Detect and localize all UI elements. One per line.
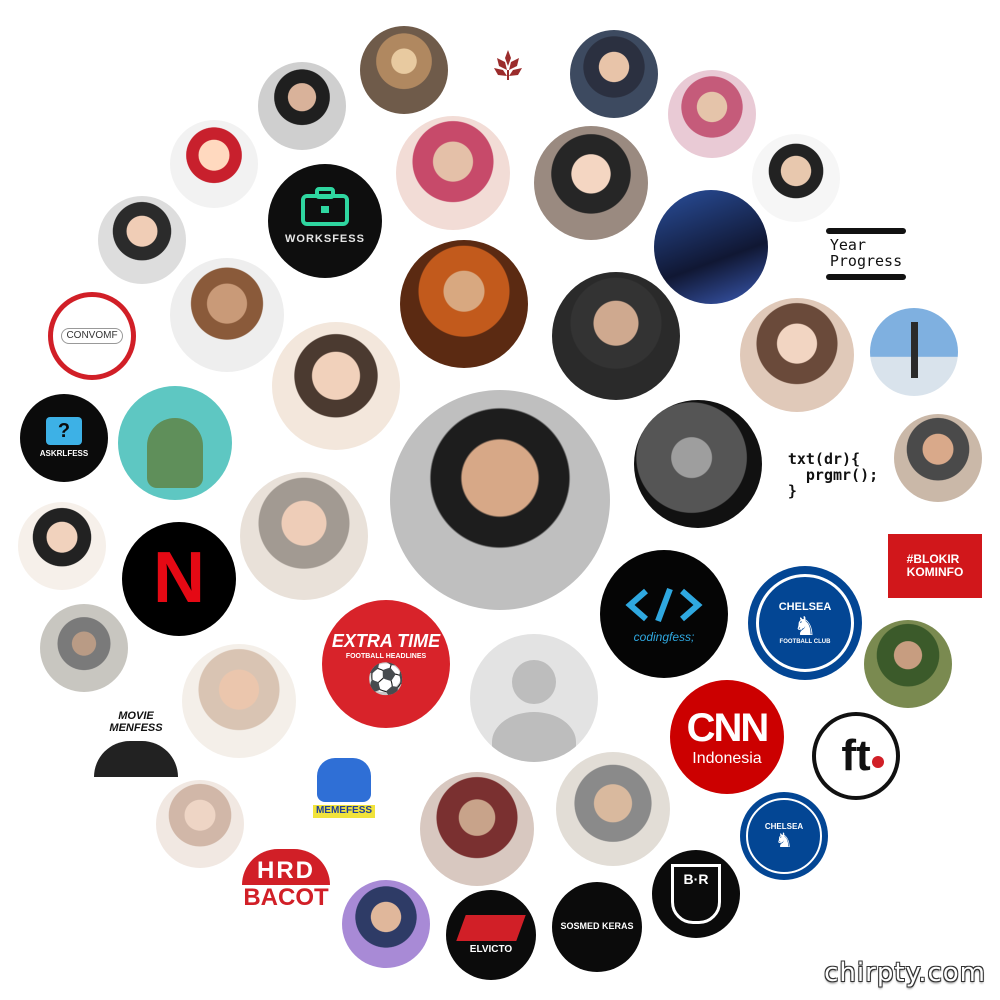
hrd-label: HRD: [257, 857, 315, 885]
avatar-man-red-shirt[interactable]: [170, 120, 258, 208]
chelsea-sub-label: FOOTBALL CLUB: [779, 639, 831, 645]
sosmed-keras-logo[interactable]: SOSMED KERAS: [552, 882, 642, 972]
hrd-sub-label: BACOT: [243, 884, 329, 912]
movie-menfess-label: MOVIE MENFESS: [109, 710, 163, 734]
coder-text-label: txt(dr){ prgmr(); }: [787, 450, 879, 500]
chelsea-small-label: CHELSEA: [764, 821, 804, 831]
br-label: B·R: [683, 871, 709, 887]
convomf-label: CONVOMF: [61, 327, 123, 345]
avatar-man-suit[interactable]: [570, 30, 658, 118]
avatar-hijab-girl[interactable]: [18, 502, 106, 590]
avatar-officer-fire[interactable]: [400, 240, 528, 368]
memefess-label: MEMEFESS: [312, 805, 376, 818]
avatar-girl-red[interactable]: [396, 116, 510, 230]
default-avatar[interactable]: [470, 634, 598, 762]
default-user-body: [492, 712, 576, 762]
memefess-logo[interactable]: MEMEFESS: [300, 740, 388, 836]
coder-text-logo[interactable]: txt(dr){ prgmr(); }: [774, 428, 892, 524]
chelsea-logo-small[interactable]: CHELSEA ♞: [740, 792, 828, 880]
cnn-sub-label: Indonesia: [692, 749, 762, 767]
avatar-man-glasses-blue[interactable]: [894, 414, 982, 502]
askrlfess-label: ASKRLFESS: [39, 449, 89, 459]
elvicto-logo[interactable]: ELVICTO: [446, 890, 536, 980]
avatar-hijab-pink[interactable]: [668, 70, 756, 158]
extra-time-label: EXTRA TIME: [331, 631, 441, 652]
film-reel-icon: [94, 740, 178, 777]
avatar-anime[interactable]: [654, 190, 768, 304]
avatar-man-dark[interactable]: [258, 62, 346, 150]
cnn-label: CNN: [686, 705, 770, 750]
avatar-man-glasses[interactable]: [752, 134, 840, 222]
avatar-man-purple[interactable]: [342, 880, 430, 968]
hrd-bacot-logo[interactable]: HRD BACOT: [240, 840, 332, 920]
avatar-girl-smile[interactable]: [556, 752, 670, 866]
avatar-woman-phone[interactable]: [740, 298, 854, 412]
leaf-logo-icon: [494, 50, 522, 80]
extra-time-sub-label: FOOTBALL HEADLINES: [345, 653, 427, 661]
netflix-label: N: [153, 538, 205, 619]
year-progress-bottom-bar: [826, 273, 906, 280]
avatar-cartoon-squidward[interactable]: [118, 386, 232, 500]
codingfess-label: codingfess;: [633, 629, 695, 644]
briefcase-icon: [301, 187, 349, 227]
avatar-main-user[interactable]: [390, 390, 610, 610]
year-progress-label: Year Progress: [829, 236, 903, 270]
avatar-dark-abstract[interactable]: [634, 400, 762, 528]
movie-menfess-logo[interactable]: MOVIE MENFESS: [88, 700, 184, 788]
watermark: chirpty.com: [824, 958, 986, 988]
worksfess-label: WORKSFESS: [285, 233, 365, 246]
leaf-logo[interactable]: [480, 36, 536, 92]
codingfess-logo[interactable]: codingfess;: [600, 550, 728, 678]
chelsea-small-lion-icon: ♞: [775, 829, 793, 852]
sosmed-keras-label: SOSMED KERAS: [560, 921, 634, 932]
blokir-kominfo-label: #BLOKIR KOMINFO: [906, 552, 964, 579]
memefess-mascot-icon: [317, 758, 371, 803]
hrd-badge: HRD: [242, 849, 330, 886]
ft-label: ft: [841, 730, 871, 780]
chelsea-crest-icon: CHELSEA ♞ FOOTBALL CLUB: [756, 574, 854, 672]
elvicto-flag-icon: [456, 914, 526, 941]
cnn-indonesia-logo[interactable]: CNN Indonesia: [670, 680, 784, 794]
year-progress-top-bar: [826, 228, 906, 235]
avatar-bearded-man[interactable]: [170, 258, 284, 372]
extra-time-logo[interactable]: EXTRA TIME FOOTBALL HEADLINES ⚽: [322, 600, 450, 728]
avatar-older-couple[interactable]: [864, 620, 952, 708]
worksfess-logo[interactable]: WORKSFESS: [268, 164, 382, 278]
rocket-icon: [911, 322, 918, 378]
year-progress-logo[interactable]: Year Progress: [818, 214, 914, 294]
blokir-kominfo-logo[interactable]: #BLOKIR KOMINFO: [888, 534, 982, 598]
default-user-icon: [512, 660, 556, 704]
ft-ball-icon: [872, 756, 884, 768]
avatar-rocket[interactable]: [870, 308, 958, 396]
chelsea-logo-large[interactable]: CHELSEA ♞ FOOTBALL CLUB: [748, 566, 862, 680]
chelsea-lion-icon: ♞: [793, 611, 817, 641]
code-brackets-icon: [625, 587, 703, 622]
elvicto-label: ELVICTO: [469, 943, 513, 955]
convomf-logo[interactable]: CONVOMF: [48, 292, 136, 380]
avatar-hijab-mask[interactable]: [40, 604, 128, 692]
avatar-two-women[interactable]: [156, 780, 244, 868]
br-shield-icon: B·R: [671, 864, 721, 924]
askrlfess-logo[interactable]: ? ASKRLFESS: [20, 394, 108, 482]
avatar-sculpture[interactable]: [360, 26, 448, 114]
avatar-man-blazer[interactable]: [552, 272, 680, 400]
netflix-logo[interactable]: N: [122, 522, 236, 636]
chelsea-small-crest-icon: CHELSEA ♞: [746, 798, 822, 874]
avatar-hijab-glasses[interactable]: [240, 472, 368, 600]
avatar-girl-sunglasses[interactable]: [534, 126, 648, 240]
avatar-two-girls[interactable]: [98, 196, 186, 284]
br-logo[interactable]: B·R: [652, 850, 740, 938]
avatar-girl-hearts[interactable]: [420, 772, 534, 886]
football-icon: ⚽: [367, 663, 405, 697]
ft-logo[interactable]: ft: [812, 712, 900, 800]
avatar-hijab-hand[interactable]: [182, 644, 296, 758]
cartoon-character-icon: [147, 418, 203, 488]
avatar-girl-hairclip[interactable]: [272, 322, 400, 450]
chelsea-label: CHELSEA: [778, 601, 832, 613]
question-icon: ?: [46, 417, 82, 446]
